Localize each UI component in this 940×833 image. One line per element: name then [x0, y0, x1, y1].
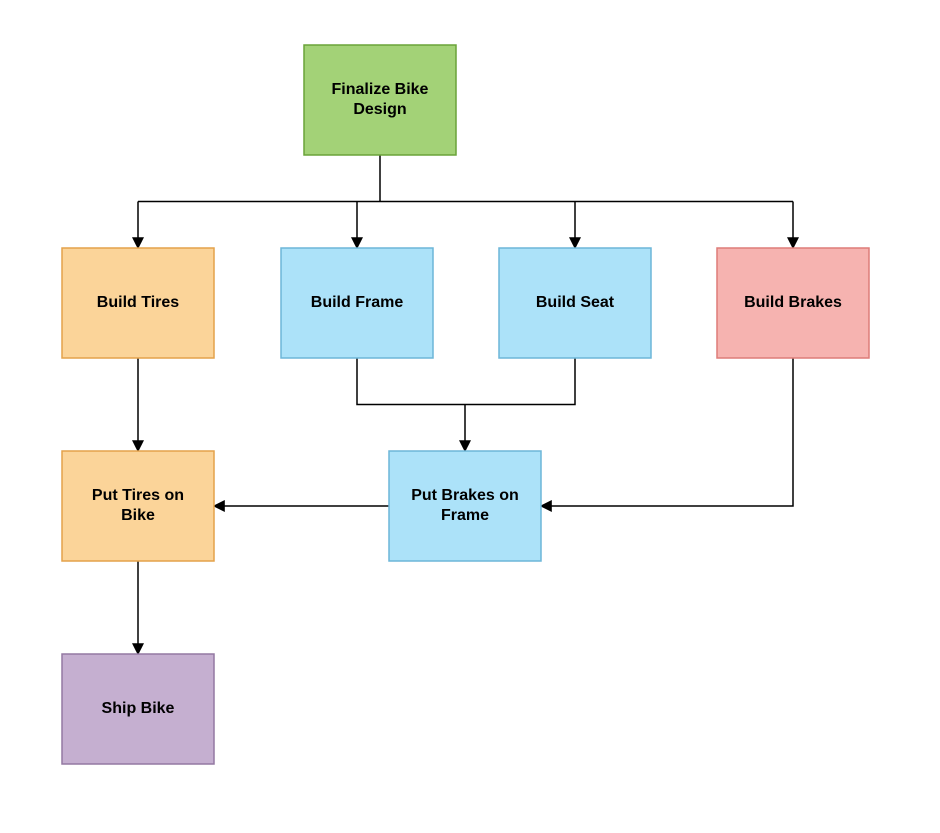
node-label: Ship Bike: [102, 700, 175, 717]
node-label: Frame: [441, 507, 489, 524]
edge: [541, 358, 793, 506]
node-label: Build Frame: [311, 294, 404, 311]
node-build_tires: Build Tires: [62, 248, 214, 358]
node-put_tires: Put Tires on Bike: [62, 451, 214, 561]
node-label: Build Tires: [97, 294, 179, 311]
node-finalize: Finalize Bike Design: [304, 45, 456, 155]
node-build_seat: Build Seat: [499, 248, 651, 358]
flowchart-canvas: Finalize Bike Design Build Tires Build Fram…: [0, 0, 940, 833]
node-label: Design: [353, 101, 406, 118]
node-build_frame: Build Frame: [281, 248, 433, 358]
node-ship: Ship Bike: [62, 654, 214, 764]
node-label: Bike: [121, 507, 155, 524]
node-put_brakes: Put Brakes on Frame: [389, 451, 541, 561]
node-label: Build Seat: [536, 294, 615, 311]
node-label: Finalize Bike: [332, 81, 429, 98]
edge: [465, 358, 575, 405]
node-build_brakes: Build Brakes: [717, 248, 869, 358]
node-label: Put Brakes on: [411, 487, 519, 504]
node-label: Build Brakes: [744, 294, 842, 311]
edge-layer: [138, 155, 793, 654]
edge: [357, 358, 465, 405]
node-label: Put Tires on: [92, 487, 184, 504]
